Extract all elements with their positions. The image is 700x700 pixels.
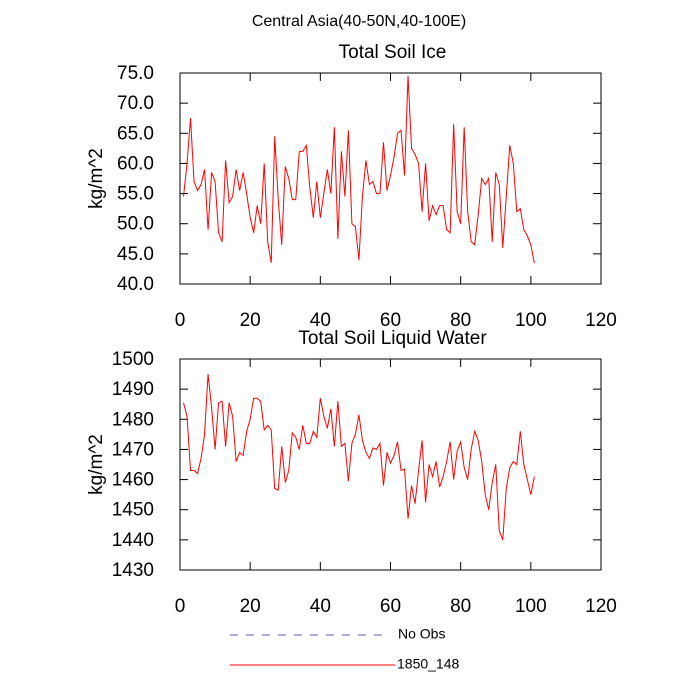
x-tick-label: 40 (310, 310, 331, 331)
y-axis-label: kg/m^2 (86, 148, 107, 209)
y-tick-label: 40.0 (117, 274, 154, 295)
panel-title: Total Soil Liquid Water (298, 328, 487, 349)
x-tick-label: 0 (175, 596, 186, 617)
y-tick-label: 50.0 (117, 214, 154, 235)
y-tick-label: 70.0 (117, 93, 154, 114)
y-tick-label: 1440 (112, 530, 154, 551)
y-tick-label: 65.0 (117, 123, 154, 144)
x-tick-label: 80 (450, 596, 471, 617)
x-tick-label: 20 (240, 596, 261, 617)
page-title: Central Asia(40-50N,40-100E) (252, 13, 466, 30)
y-tick-label: 60.0 (117, 153, 154, 174)
x-tick-label: 80 (450, 310, 471, 331)
y-tick-label: 55.0 (117, 184, 154, 205)
x-tick-label: 40 (310, 596, 331, 617)
x-tick-label: 60 (380, 596, 401, 617)
y-tick-label: 45.0 (117, 244, 154, 265)
legend-label: 1850_148 (397, 656, 460, 672)
legend-label: No Obs (398, 626, 445, 642)
x-tick-label: 120 (585, 596, 617, 617)
y-tick-label: 1480 (112, 409, 154, 430)
y-axis-label: kg/m^2 (86, 434, 107, 495)
y-tick-label: 1460 (112, 470, 154, 491)
x-tick-label: 100 (515, 596, 547, 617)
y-tick-label: 75.0 (117, 63, 154, 84)
panel-title: Total Soil Ice (339, 42, 447, 63)
y-tick-label: 1470 (112, 439, 154, 460)
y-tick-label: 1430 (112, 560, 154, 581)
x-tick-label: 60 (380, 310, 401, 331)
y-tick-label: 1490 (112, 379, 154, 400)
data-line (183, 374, 535, 541)
y-tick-label: 1450 (112, 500, 154, 521)
y-tick-label: 1500 (112, 349, 154, 370)
x-tick-label: 20 (240, 310, 261, 331)
x-tick-label: 0 (175, 310, 186, 331)
x-tick-label: 100 (515, 310, 547, 331)
data-line (183, 75, 535, 263)
x-tick-label: 120 (585, 310, 617, 331)
